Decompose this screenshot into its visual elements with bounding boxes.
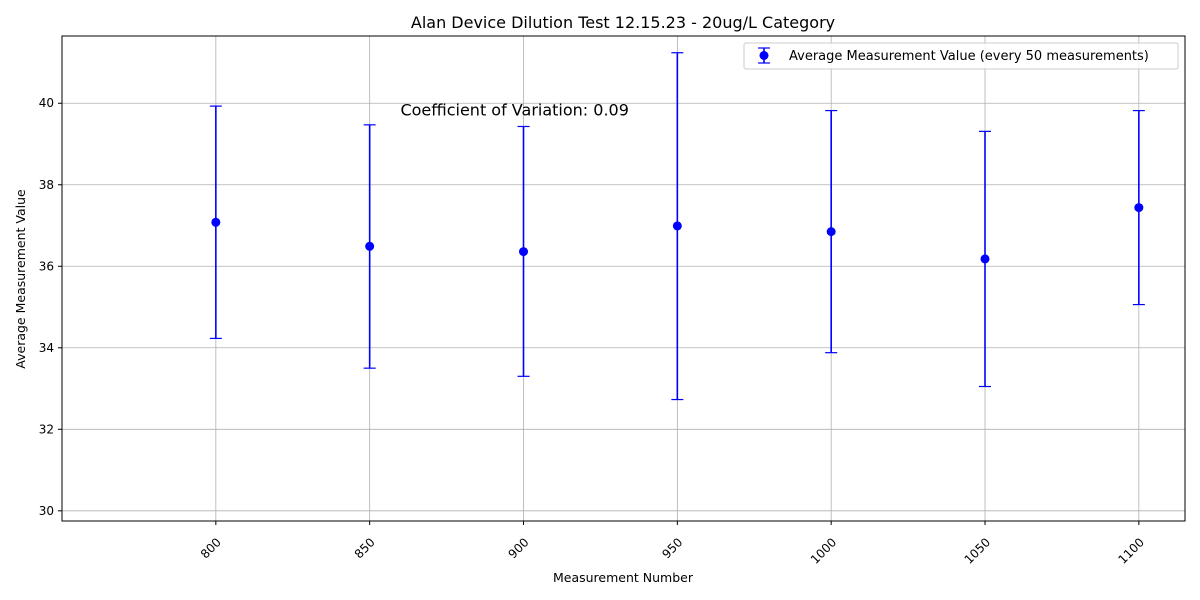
y-tick-label: 40 — [39, 96, 54, 110]
x-axis-label: Measurement Number — [553, 570, 694, 585]
legend: Average Measurement Value (every 50 meas… — [743, 42, 1179, 70]
data-point — [980, 254, 990, 264]
y-tick-label: 38 — [39, 178, 54, 192]
y-axis-label: Average Measurement Value — [13, 189, 28, 369]
plot-frame — [61, 35, 1186, 522]
data-point — [211, 217, 221, 227]
y-tick-label: 36 — [39, 259, 54, 273]
legend-marker — [758, 47, 770, 64]
legend-point — [759, 51, 769, 60]
data-points — [211, 203, 1144, 264]
y-tick-label: 34 — [39, 341, 54, 355]
data-point — [672, 221, 682, 231]
chart-title: Alan Device Dilution Test 12.15.23 - 20u… — [411, 13, 835, 32]
y-tick-label: 32 — [39, 422, 54, 436]
y-axis: 30 32 34 36 38 40 — [39, 96, 62, 518]
legend-box — [743, 42, 1179, 70]
y-tick-label: 30 — [39, 504, 54, 518]
data-point — [826, 227, 836, 237]
data-point — [365, 241, 375, 251]
coefficient-of-variation-annotation: Coefficient of Variation: 0.09 — [400, 100, 628, 119]
data-point — [519, 247, 529, 257]
data-point — [1134, 203, 1144, 213]
legend-entry-label: Average Measurement Value (every 50 meas… — [789, 49, 1149, 64]
